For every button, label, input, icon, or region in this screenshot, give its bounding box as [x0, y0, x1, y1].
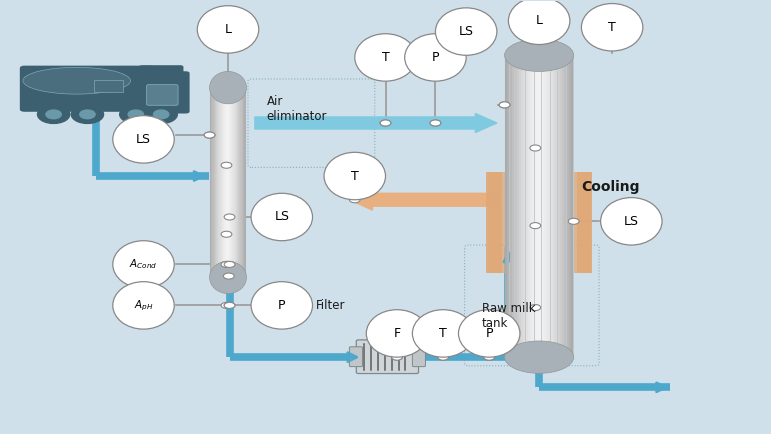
Circle shape: [224, 261, 235, 267]
Circle shape: [204, 132, 215, 138]
FancyBboxPatch shape: [349, 347, 362, 367]
Ellipse shape: [504, 341, 574, 373]
Circle shape: [380, 120, 391, 126]
Text: L: L: [224, 23, 231, 36]
Circle shape: [221, 162, 232, 168]
Text: LS: LS: [274, 210, 289, 224]
Text: LS: LS: [459, 25, 473, 38]
Circle shape: [438, 354, 449, 360]
Ellipse shape: [210, 261, 247, 293]
Circle shape: [204, 132, 215, 138]
Circle shape: [380, 120, 391, 126]
Circle shape: [392, 354, 402, 360]
Text: $A_{pH}$: $A_{pH}$: [133, 298, 153, 312]
FancyBboxPatch shape: [504, 55, 574, 357]
FancyBboxPatch shape: [577, 172, 592, 273]
Circle shape: [568, 218, 579, 224]
Ellipse shape: [210, 72, 247, 104]
Circle shape: [120, 105, 152, 123]
Text: P: P: [432, 51, 439, 64]
Text: LS: LS: [624, 215, 639, 228]
Circle shape: [224, 302, 235, 309]
FancyBboxPatch shape: [139, 65, 183, 81]
Ellipse shape: [251, 282, 312, 329]
Ellipse shape: [412, 310, 474, 357]
FancyBboxPatch shape: [412, 347, 426, 367]
Ellipse shape: [504, 39, 574, 72]
Text: P: P: [278, 299, 285, 312]
Text: $A_{Cond}$: $A_{Cond}$: [130, 257, 158, 271]
FancyArrow shape: [255, 114, 497, 132]
Text: Air
eliminator: Air eliminator: [267, 95, 327, 123]
Text: Cooling: Cooling: [581, 180, 640, 194]
Text: L: L: [536, 14, 543, 27]
Circle shape: [79, 110, 95, 118]
Circle shape: [499, 102, 510, 108]
Circle shape: [145, 105, 177, 123]
Circle shape: [71, 105, 103, 123]
FancyBboxPatch shape: [487, 172, 501, 273]
Text: P: P: [486, 327, 493, 340]
Circle shape: [438, 354, 449, 360]
Text: T: T: [351, 170, 359, 183]
Circle shape: [221, 231, 232, 237]
FancyBboxPatch shape: [488, 172, 591, 273]
FancyBboxPatch shape: [136, 71, 190, 114]
Ellipse shape: [366, 310, 428, 357]
Text: F: F: [393, 327, 401, 340]
Circle shape: [224, 214, 235, 220]
Circle shape: [530, 145, 540, 151]
Circle shape: [224, 273, 234, 279]
Ellipse shape: [581, 3, 643, 51]
Circle shape: [153, 110, 169, 118]
Ellipse shape: [601, 197, 662, 245]
FancyBboxPatch shape: [146, 85, 178, 105]
Circle shape: [499, 102, 510, 108]
Circle shape: [484, 354, 494, 360]
Circle shape: [484, 354, 494, 360]
Text: Raw milk
tank: Raw milk tank: [482, 302, 535, 330]
Text: T: T: [608, 21, 616, 34]
Text: T: T: [439, 327, 447, 340]
Ellipse shape: [23, 67, 130, 94]
Ellipse shape: [324, 152, 386, 200]
Ellipse shape: [436, 8, 497, 55]
Circle shape: [430, 120, 441, 126]
Ellipse shape: [197, 6, 259, 53]
Circle shape: [530, 223, 540, 229]
FancyBboxPatch shape: [356, 340, 419, 374]
FancyBboxPatch shape: [210, 88, 247, 277]
Ellipse shape: [508, 0, 570, 45]
Ellipse shape: [113, 241, 174, 288]
Circle shape: [38, 105, 69, 123]
Text: LS: LS: [136, 133, 151, 146]
Circle shape: [46, 110, 62, 118]
Ellipse shape: [113, 116, 174, 163]
Text: Filter: Filter: [316, 299, 345, 312]
Circle shape: [430, 120, 441, 126]
FancyBboxPatch shape: [93, 80, 123, 92]
Ellipse shape: [355, 34, 416, 81]
FancyArrow shape: [349, 189, 499, 210]
Circle shape: [221, 261, 232, 267]
Circle shape: [224, 302, 235, 309]
Ellipse shape: [113, 282, 174, 329]
FancyBboxPatch shape: [20, 66, 156, 112]
Ellipse shape: [405, 34, 466, 81]
Circle shape: [530, 305, 540, 311]
Circle shape: [128, 110, 143, 118]
Ellipse shape: [251, 193, 312, 241]
Circle shape: [392, 354, 402, 360]
Circle shape: [349, 197, 360, 203]
Ellipse shape: [459, 310, 520, 357]
Circle shape: [221, 302, 232, 309]
Text: T: T: [382, 51, 389, 64]
